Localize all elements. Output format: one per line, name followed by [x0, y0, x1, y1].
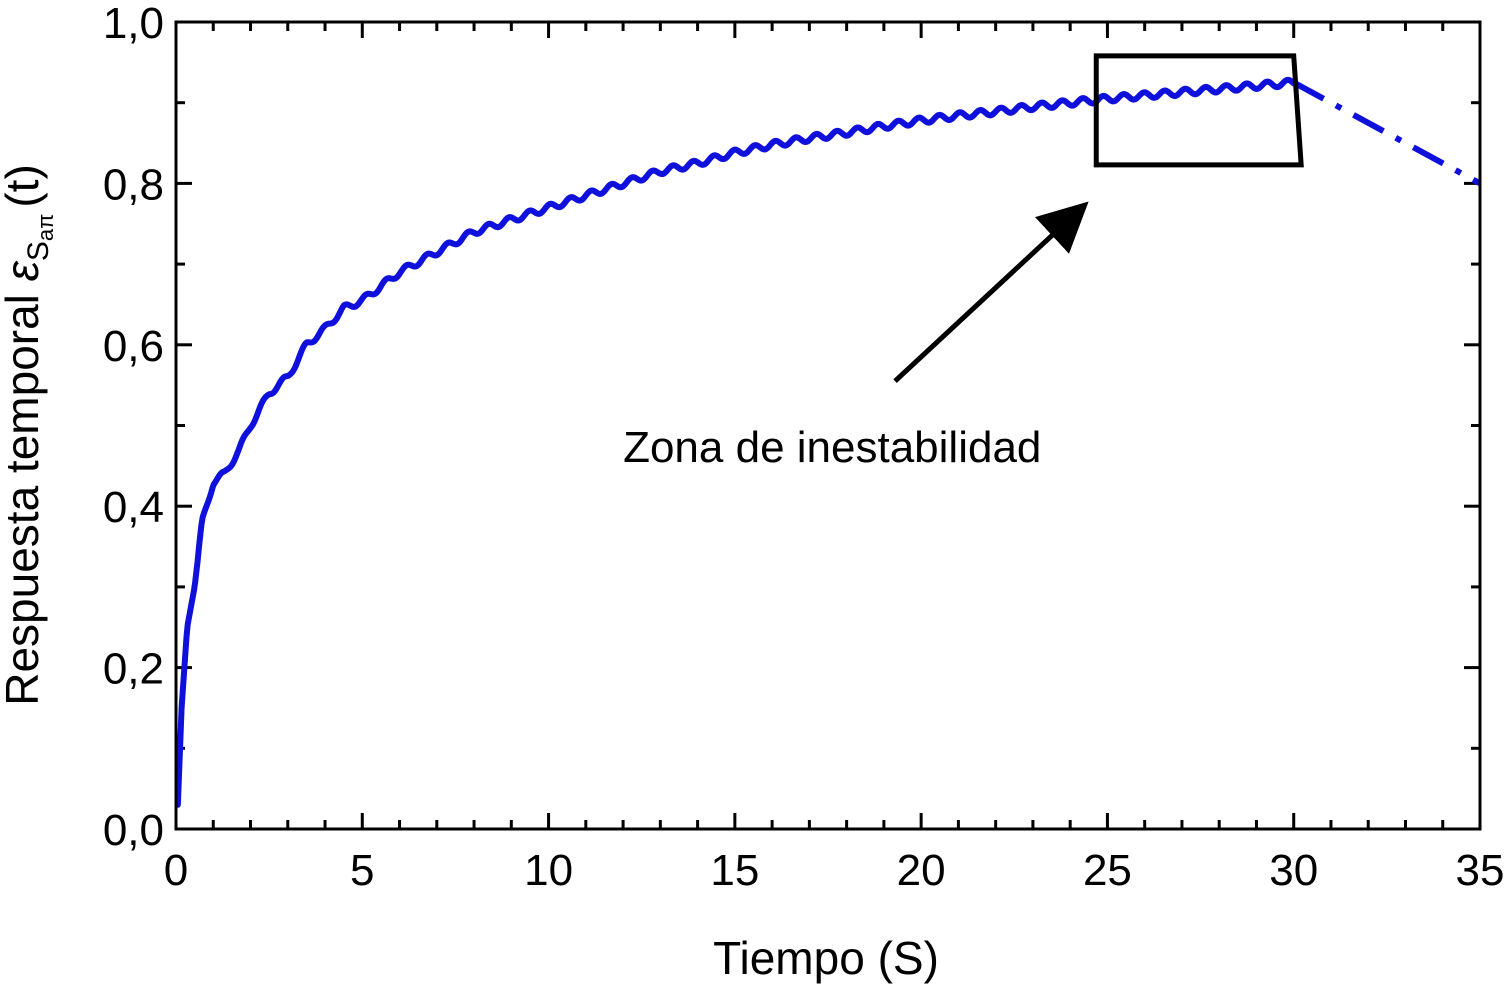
x-tick-label: 0	[164, 846, 188, 895]
annotations: Zona de inestabilidad	[623, 53, 1304, 472]
x-tick-label: 15	[710, 846, 759, 895]
x-tick-label: 30	[1269, 846, 1318, 895]
y-tick-label: 0,2	[103, 645, 164, 694]
x-tick-label: 10	[524, 846, 573, 895]
y-axis-title-tail: (t)	[0, 164, 48, 207]
x-tick-label: 25	[1083, 846, 1132, 895]
instability-box	[1093, 53, 1304, 168]
series-layer	[174, 76, 1482, 808]
x-axis-title: Tiempo (S)	[713, 932, 939, 984]
x-axis-tick-labels: 0 5 10 15 20 25 30 35	[164, 846, 1505, 895]
y-axis-title: Respuesta temporal εSaπ (t)	[0, 164, 58, 706]
y-tick-label: 0,6	[103, 322, 164, 371]
y-tick-label: 0,8	[103, 160, 164, 209]
y-tick-label: 1,0	[103, 0, 164, 48]
y-axis-title-sub: S	[22, 241, 55, 261]
y-axis-title-main: Respuesta temporal	[0, 281, 48, 705]
series-line-dashdot	[1292, 79, 1482, 187]
y-axis-tick-labels: 0,0 0,2 0,4 0,6 0,8 1,0	[103, 0, 164, 855]
y-axis-title-subsub: aπ	[33, 214, 58, 241]
x-tick-label: 35	[1456, 846, 1505, 895]
plot-frame	[174, 20, 1482, 831]
y-tick-label: 0,4	[103, 483, 164, 532]
x-tick-label: 20	[897, 846, 946, 895]
annotation-arrow	[893, 201, 1089, 383]
series-line-solid	[174, 76, 1297, 808]
y-axis-title-symbol: ε	[0, 260, 48, 281]
annotation-label: Zona de inestabilidad	[623, 423, 1041, 472]
y-tick-label: 0,0	[103, 806, 164, 855]
x-tick-label: 5	[350, 846, 374, 895]
